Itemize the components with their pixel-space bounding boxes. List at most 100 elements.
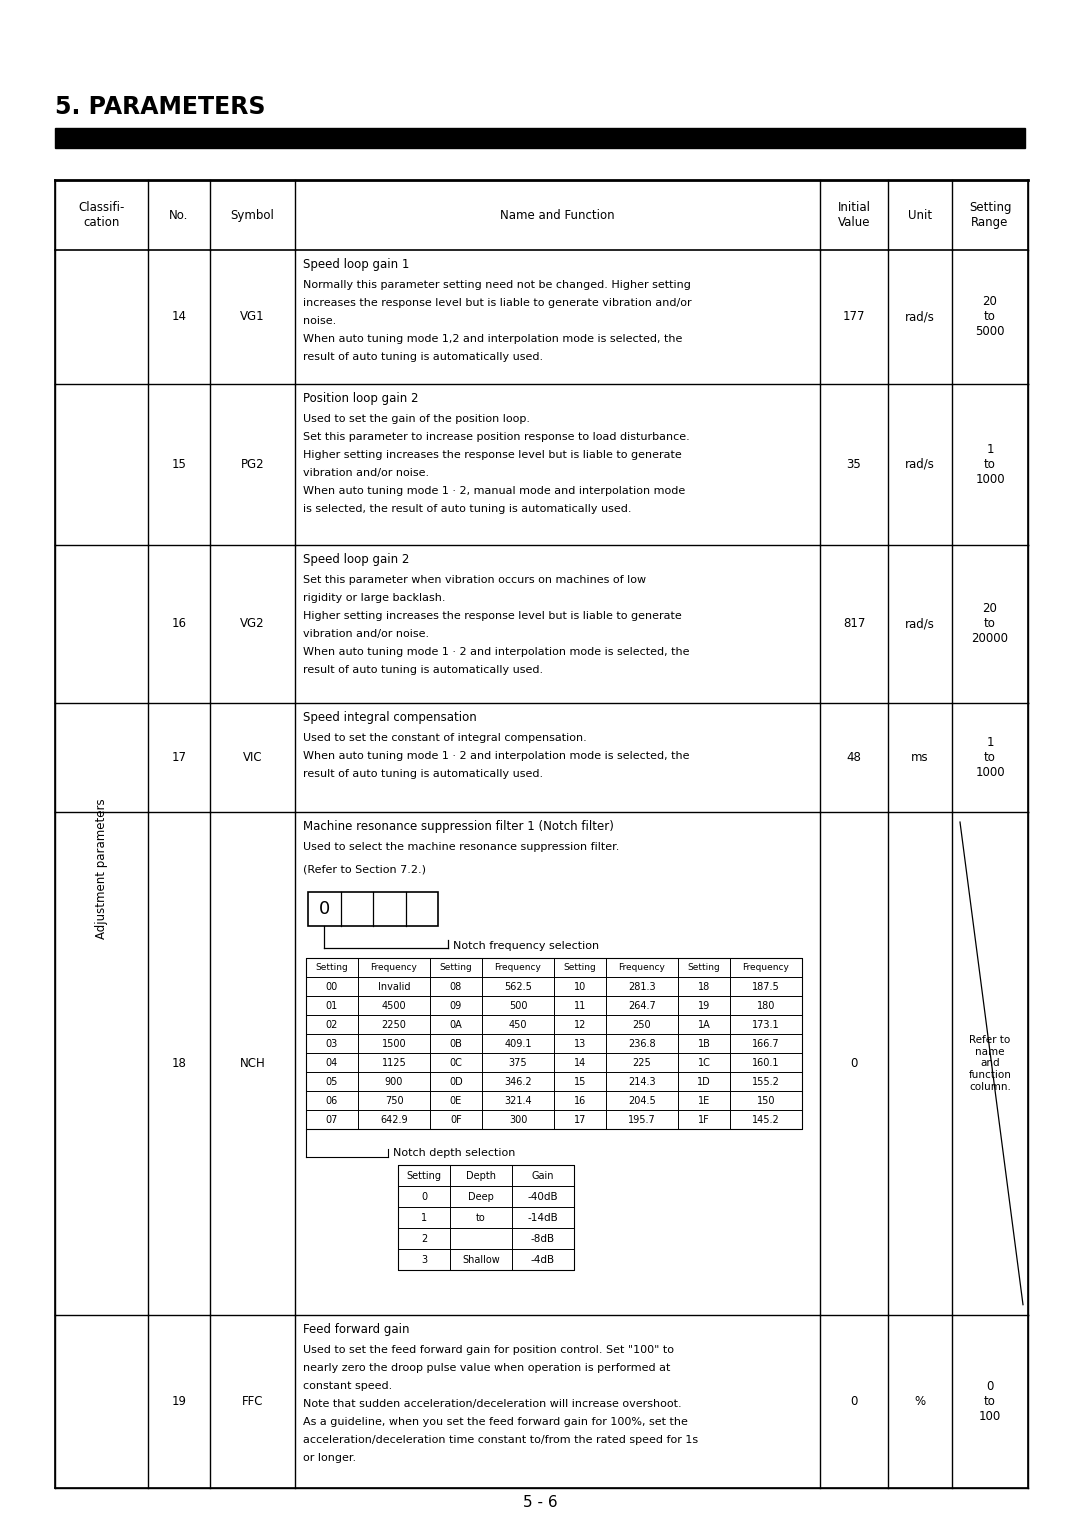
- Text: 1500: 1500: [381, 1039, 406, 1048]
- Text: 900: 900: [384, 1077, 403, 1086]
- Text: FFC: FFC: [242, 1395, 264, 1407]
- Text: 1: 1: [421, 1213, 427, 1222]
- Text: Set this parameter to increase position response to load disturbance.: Set this parameter to increase position …: [303, 432, 690, 442]
- Text: As a guideline, when you set the feed forward gain for 100%, set the: As a guideline, when you set the feed fo…: [303, 1416, 688, 1427]
- Text: When auto tuning mode 1 · 2 and interpolation mode is selected, the: When auto tuning mode 1 · 2 and interpol…: [303, 752, 689, 761]
- Text: 14: 14: [172, 310, 187, 324]
- Text: Unit: Unit: [908, 208, 932, 222]
- Text: 155.2: 155.2: [752, 1077, 780, 1086]
- Text: NCH: NCH: [240, 1057, 266, 1070]
- Text: rad/s: rad/s: [905, 310, 935, 324]
- Text: 5 - 6: 5 - 6: [523, 1494, 557, 1510]
- Text: Notch depth selection: Notch depth selection: [393, 1148, 515, 1158]
- Text: -40dB: -40dB: [528, 1192, 558, 1201]
- Text: 300: 300: [509, 1114, 527, 1125]
- Text: 346.2: 346.2: [504, 1077, 531, 1086]
- Text: vibration and/or noise.: vibration and/or noise.: [303, 628, 429, 639]
- Text: 06: 06: [326, 1096, 338, 1106]
- Text: 0D: 0D: [449, 1077, 463, 1086]
- Text: 17: 17: [172, 752, 187, 764]
- Text: Setting
Range: Setting Range: [969, 202, 1011, 229]
- Text: 642.9: 642.9: [380, 1114, 408, 1125]
- Text: 1A: 1A: [698, 1019, 711, 1030]
- Text: 01: 01: [326, 1001, 338, 1010]
- Text: When auto tuning mode 1 · 2 and interpolation mode is selected, the: When auto tuning mode 1 · 2 and interpol…: [303, 646, 689, 657]
- Text: VG1: VG1: [240, 310, 265, 324]
- Text: 250: 250: [633, 1019, 651, 1030]
- Text: ms: ms: [912, 752, 929, 764]
- Text: Frequency: Frequency: [743, 963, 789, 972]
- Text: 1F: 1F: [698, 1114, 710, 1125]
- Text: 18: 18: [698, 981, 711, 992]
- Text: 150: 150: [757, 1096, 775, 1106]
- Text: result of auto tuning is automatically used.: result of auto tuning is automatically u…: [303, 665, 543, 675]
- Text: 195.7: 195.7: [629, 1114, 656, 1125]
- Text: 2250: 2250: [381, 1019, 406, 1030]
- Text: Shallow: Shallow: [462, 1254, 500, 1265]
- Text: 00: 00: [326, 981, 338, 992]
- Text: Used to set the feed forward gain for position control. Set "100" to: Used to set the feed forward gain for po…: [303, 1345, 674, 1355]
- Text: 12: 12: [573, 1019, 586, 1030]
- Text: 562.5: 562.5: [504, 981, 532, 992]
- Text: 214.3: 214.3: [629, 1077, 656, 1086]
- Text: 5. PARAMETERS: 5. PARAMETERS: [55, 95, 266, 119]
- Text: 1B: 1B: [698, 1039, 711, 1048]
- Text: 15: 15: [172, 458, 187, 471]
- Text: Setting: Setting: [564, 963, 596, 972]
- Text: 48: 48: [847, 752, 862, 764]
- Text: 08: 08: [450, 981, 462, 992]
- Text: Setting: Setting: [406, 1170, 442, 1181]
- Text: vibration and/or noise.: vibration and/or noise.: [303, 468, 429, 478]
- Text: 1C: 1C: [698, 1057, 711, 1068]
- Text: 17: 17: [573, 1114, 586, 1125]
- Text: 0
to
100: 0 to 100: [978, 1380, 1001, 1423]
- Text: 14: 14: [573, 1057, 586, 1068]
- Text: 35: 35: [847, 458, 862, 471]
- Text: 450: 450: [509, 1019, 527, 1030]
- Text: or longer.: or longer.: [303, 1453, 356, 1462]
- Text: -14dB: -14dB: [528, 1213, 558, 1222]
- Text: 1
to
1000: 1 to 1000: [975, 736, 1004, 779]
- Text: 1
to
1000: 1 to 1000: [975, 443, 1004, 486]
- Text: Frequency: Frequency: [619, 963, 665, 972]
- Text: 09: 09: [450, 1001, 462, 1010]
- Text: 2: 2: [421, 1233, 427, 1244]
- Text: 07: 07: [326, 1114, 338, 1125]
- Text: result of auto tuning is automatically used.: result of auto tuning is automatically u…: [303, 351, 543, 362]
- Text: Speed loop gain 2: Speed loop gain 2: [303, 553, 409, 565]
- Text: -8dB: -8dB: [531, 1233, 555, 1244]
- Text: Classifi-
cation: Classifi- cation: [79, 202, 124, 229]
- Text: 4500: 4500: [381, 1001, 406, 1010]
- Bar: [308, 892, 438, 926]
- Text: 187.5: 187.5: [752, 981, 780, 992]
- Text: Initial
Value: Initial Value: [837, 202, 870, 229]
- Text: 0: 0: [319, 900, 329, 918]
- Text: nearly zero the droop pulse value when operation is performed at: nearly zero the droop pulse value when o…: [303, 1363, 671, 1372]
- Text: Setting: Setting: [440, 963, 472, 972]
- Text: %: %: [915, 1395, 926, 1407]
- Text: Refer to
name
and
function
column.: Refer to name and function column.: [969, 1034, 1012, 1091]
- Text: Invalid: Invalid: [378, 981, 410, 992]
- Text: Symbol: Symbol: [230, 208, 274, 222]
- Text: Used to set the constant of integral compensation.: Used to set the constant of integral com…: [303, 733, 586, 743]
- Text: Higher setting increases the response level but is liable to generate: Higher setting increases the response le…: [303, 611, 681, 620]
- Text: 1125: 1125: [381, 1057, 406, 1068]
- Text: Used to select the machine resonance suppression filter.: Used to select the machine resonance sup…: [303, 842, 619, 853]
- Text: Name and Function: Name and Function: [500, 208, 615, 222]
- Bar: [55, 128, 1025, 148]
- Text: Notch frequency selection: Notch frequency selection: [453, 941, 599, 950]
- Text: Adjustment parameters: Adjustment parameters: [95, 799, 108, 940]
- Text: is selected, the result of auto tuning is automatically used.: is selected, the result of auto tuning i…: [303, 504, 632, 513]
- Text: 281.3: 281.3: [629, 981, 656, 992]
- Text: Set this parameter when vibration occurs on machines of low: Set this parameter when vibration occurs…: [303, 575, 646, 585]
- Text: 375: 375: [509, 1057, 527, 1068]
- Text: Position loop gain 2: Position loop gain 2: [303, 391, 419, 405]
- Text: Depth: Depth: [465, 1170, 496, 1181]
- Text: Deep: Deep: [468, 1192, 494, 1201]
- Text: Machine resonance suppression filter 1 (Notch filter): Machine resonance suppression filter 1 (…: [303, 821, 613, 833]
- Text: 160.1: 160.1: [753, 1057, 780, 1068]
- Text: 10: 10: [573, 981, 586, 992]
- Text: 19: 19: [172, 1395, 187, 1407]
- Text: 177: 177: [842, 310, 865, 324]
- Text: 750: 750: [384, 1096, 403, 1106]
